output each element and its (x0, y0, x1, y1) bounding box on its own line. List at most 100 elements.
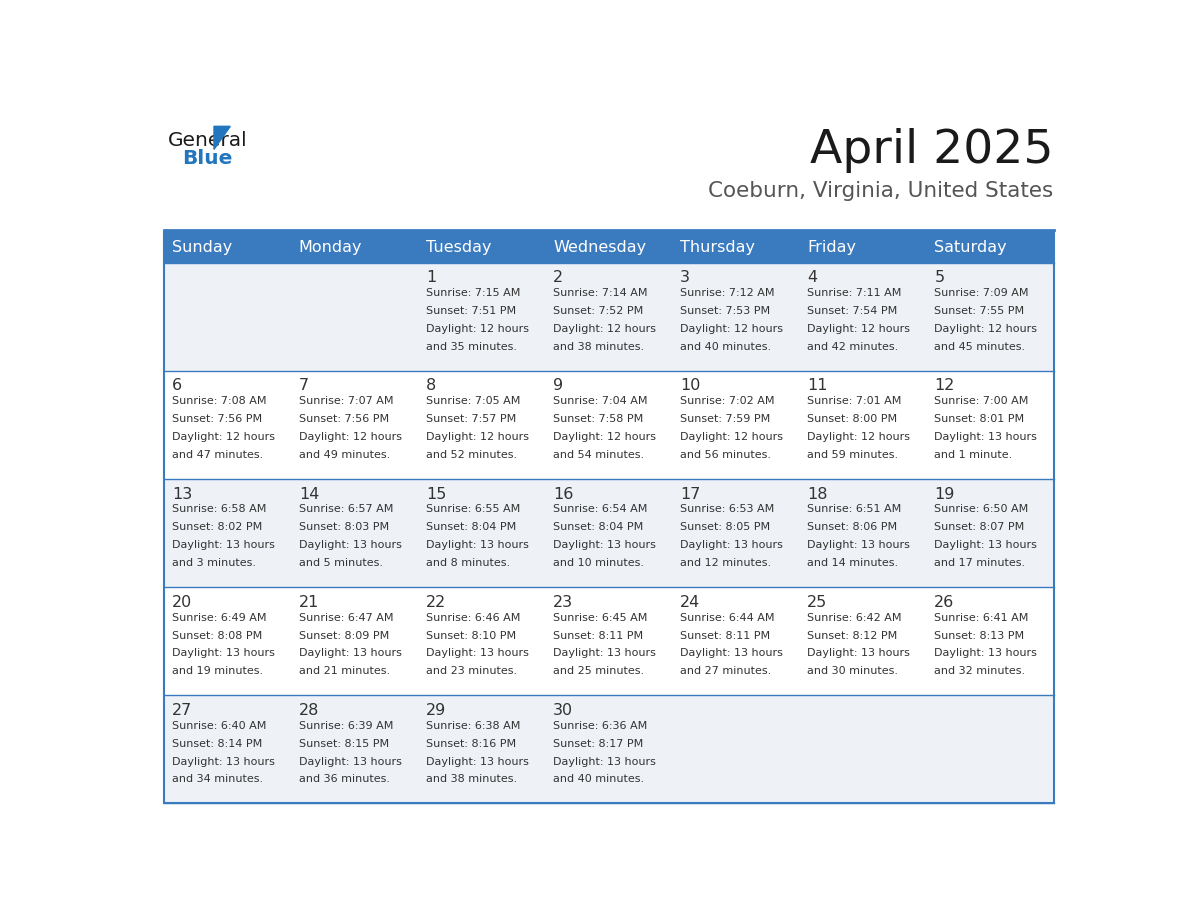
Text: Sunset: 7:56 PM: Sunset: 7:56 PM (299, 414, 388, 424)
Text: and 56 minutes.: and 56 minutes. (681, 450, 771, 460)
Text: Daylight: 13 hours: Daylight: 13 hours (808, 541, 910, 551)
Text: Sunset: 8:02 PM: Sunset: 8:02 PM (172, 522, 263, 532)
Text: Sunrise: 6:57 AM: Sunrise: 6:57 AM (299, 505, 393, 514)
Text: and 19 minutes.: and 19 minutes. (172, 666, 263, 677)
Text: Sunset: 7:52 PM: Sunset: 7:52 PM (554, 307, 643, 316)
Text: Sunrise: 7:07 AM: Sunrise: 7:07 AM (299, 397, 393, 407)
Text: Daylight: 13 hours: Daylight: 13 hours (299, 648, 402, 658)
Text: Sunrise: 7:05 AM: Sunrise: 7:05 AM (426, 397, 520, 407)
Text: April 2025: April 2025 (810, 128, 1054, 173)
Text: and 12 minutes.: and 12 minutes. (681, 558, 771, 568)
Text: Daylight: 12 hours: Daylight: 12 hours (172, 432, 274, 442)
Bar (164, 587, 1054, 695)
Text: and 30 minutes.: and 30 minutes. (808, 666, 898, 677)
Text: and 54 minutes.: and 54 minutes. (554, 450, 644, 460)
Text: 2: 2 (554, 270, 563, 285)
Text: Daylight: 12 hours: Daylight: 12 hours (681, 324, 783, 334)
Text: 14: 14 (299, 487, 320, 501)
Text: 6: 6 (172, 378, 182, 394)
Text: Sunrise: 7:15 AM: Sunrise: 7:15 AM (426, 288, 520, 298)
Text: 1: 1 (426, 270, 436, 285)
Text: Sunset: 7:57 PM: Sunset: 7:57 PM (426, 414, 517, 424)
Text: and 59 minutes.: and 59 minutes. (808, 450, 898, 460)
Text: Daylight: 12 hours: Daylight: 12 hours (299, 432, 402, 442)
Text: and 27 minutes.: and 27 minutes. (681, 666, 771, 677)
Text: Sunset: 7:53 PM: Sunset: 7:53 PM (681, 307, 770, 316)
Text: Sunrise: 6:40 AM: Sunrise: 6:40 AM (172, 721, 266, 731)
Text: 27: 27 (172, 703, 192, 718)
Text: Sunrise: 7:14 AM: Sunrise: 7:14 AM (554, 288, 647, 298)
Text: and 21 minutes.: and 21 minutes. (299, 666, 390, 677)
Text: Daylight: 12 hours: Daylight: 12 hours (808, 432, 910, 442)
Text: and 34 minutes.: and 34 minutes. (172, 775, 263, 785)
Text: Daylight: 13 hours: Daylight: 13 hours (554, 541, 656, 551)
Text: 22: 22 (426, 595, 447, 610)
Text: Daylight: 12 hours: Daylight: 12 hours (934, 324, 1037, 334)
Text: Sunset: 8:03 PM: Sunset: 8:03 PM (299, 522, 388, 532)
Text: Sunset: 7:51 PM: Sunset: 7:51 PM (426, 307, 516, 316)
Text: Sunset: 8:04 PM: Sunset: 8:04 PM (426, 522, 517, 532)
Text: 15: 15 (426, 487, 447, 501)
Text: and 17 minutes.: and 17 minutes. (934, 558, 1025, 568)
Text: Sunset: 8:00 PM: Sunset: 8:00 PM (808, 414, 897, 424)
Text: Sunrise: 7:02 AM: Sunrise: 7:02 AM (681, 397, 775, 407)
Text: 9: 9 (554, 378, 563, 394)
Polygon shape (214, 127, 230, 150)
Text: Sunrise: 6:53 AM: Sunrise: 6:53 AM (681, 505, 775, 514)
Bar (164, 263, 1054, 371)
Text: 11: 11 (808, 378, 828, 394)
Text: Daylight: 13 hours: Daylight: 13 hours (681, 541, 783, 551)
Text: Sunset: 8:05 PM: Sunset: 8:05 PM (681, 522, 770, 532)
Text: Sunset: 8:09 PM: Sunset: 8:09 PM (299, 631, 390, 641)
Text: Daylight: 13 hours: Daylight: 13 hours (934, 648, 1037, 658)
Bar (164, 232, 291, 263)
Text: Sunset: 8:04 PM: Sunset: 8:04 PM (554, 522, 643, 532)
Text: and 3 minutes.: and 3 minutes. (172, 558, 255, 568)
Text: 25: 25 (808, 595, 828, 610)
Text: 3: 3 (681, 270, 690, 285)
Text: Sunset: 8:11 PM: Sunset: 8:11 PM (554, 631, 643, 641)
Text: and 25 minutes.: and 25 minutes. (554, 666, 644, 677)
Text: Sunset: 8:06 PM: Sunset: 8:06 PM (808, 522, 897, 532)
Text: Sunset: 7:56 PM: Sunset: 7:56 PM (172, 414, 261, 424)
Text: 7: 7 (299, 378, 309, 394)
Text: Daylight: 13 hours: Daylight: 13 hours (299, 756, 402, 767)
Text: Sunrise: 6:39 AM: Sunrise: 6:39 AM (299, 721, 393, 731)
Text: 28: 28 (299, 703, 320, 718)
Text: Wednesday: Wednesday (554, 240, 646, 254)
Text: 10: 10 (681, 378, 701, 394)
Text: 8: 8 (426, 378, 436, 394)
Text: Daylight: 13 hours: Daylight: 13 hours (681, 648, 783, 658)
Text: 13: 13 (172, 487, 192, 501)
Text: and 32 minutes.: and 32 minutes. (934, 666, 1025, 677)
Text: 29: 29 (426, 703, 447, 718)
Bar (164, 479, 1054, 587)
Text: and 8 minutes.: and 8 minutes. (426, 558, 510, 568)
Text: Sunrise: 6:58 AM: Sunrise: 6:58 AM (172, 505, 266, 514)
Text: 5: 5 (934, 270, 944, 285)
Text: Sunrise: 7:01 AM: Sunrise: 7:01 AM (808, 397, 902, 407)
Text: Daylight: 13 hours: Daylight: 13 hours (554, 756, 656, 767)
Text: 26: 26 (934, 595, 955, 610)
Text: Tuesday: Tuesday (426, 240, 492, 254)
Text: and 14 minutes.: and 14 minutes. (808, 558, 898, 568)
Text: Daylight: 12 hours: Daylight: 12 hours (554, 432, 656, 442)
Text: Sunrise: 6:36 AM: Sunrise: 6:36 AM (554, 721, 647, 731)
Text: Sunrise: 7:00 AM: Sunrise: 7:00 AM (934, 397, 1029, 407)
Text: and 23 minutes.: and 23 minutes. (426, 666, 517, 677)
Text: Sunrise: 7:11 AM: Sunrise: 7:11 AM (808, 288, 902, 298)
Text: Sunset: 8:01 PM: Sunset: 8:01 PM (934, 414, 1024, 424)
Text: and 42 minutes.: and 42 minutes. (808, 342, 898, 353)
Bar (164, 371, 1054, 479)
Text: 16: 16 (554, 487, 574, 501)
Text: Daylight: 12 hours: Daylight: 12 hours (426, 432, 529, 442)
Text: and 45 minutes.: and 45 minutes. (934, 342, 1025, 353)
Text: Sunrise: 7:09 AM: Sunrise: 7:09 AM (934, 288, 1029, 298)
Text: 17: 17 (681, 487, 701, 501)
Text: Sunrise: 6:50 AM: Sunrise: 6:50 AM (934, 505, 1029, 514)
Text: and 35 minutes.: and 35 minutes. (426, 342, 517, 353)
Text: Sunrise: 6:55 AM: Sunrise: 6:55 AM (426, 505, 520, 514)
Text: Sunset: 8:10 PM: Sunset: 8:10 PM (426, 631, 516, 641)
Text: Sunset: 8:14 PM: Sunset: 8:14 PM (172, 739, 263, 748)
Text: and 10 minutes.: and 10 minutes. (554, 558, 644, 568)
